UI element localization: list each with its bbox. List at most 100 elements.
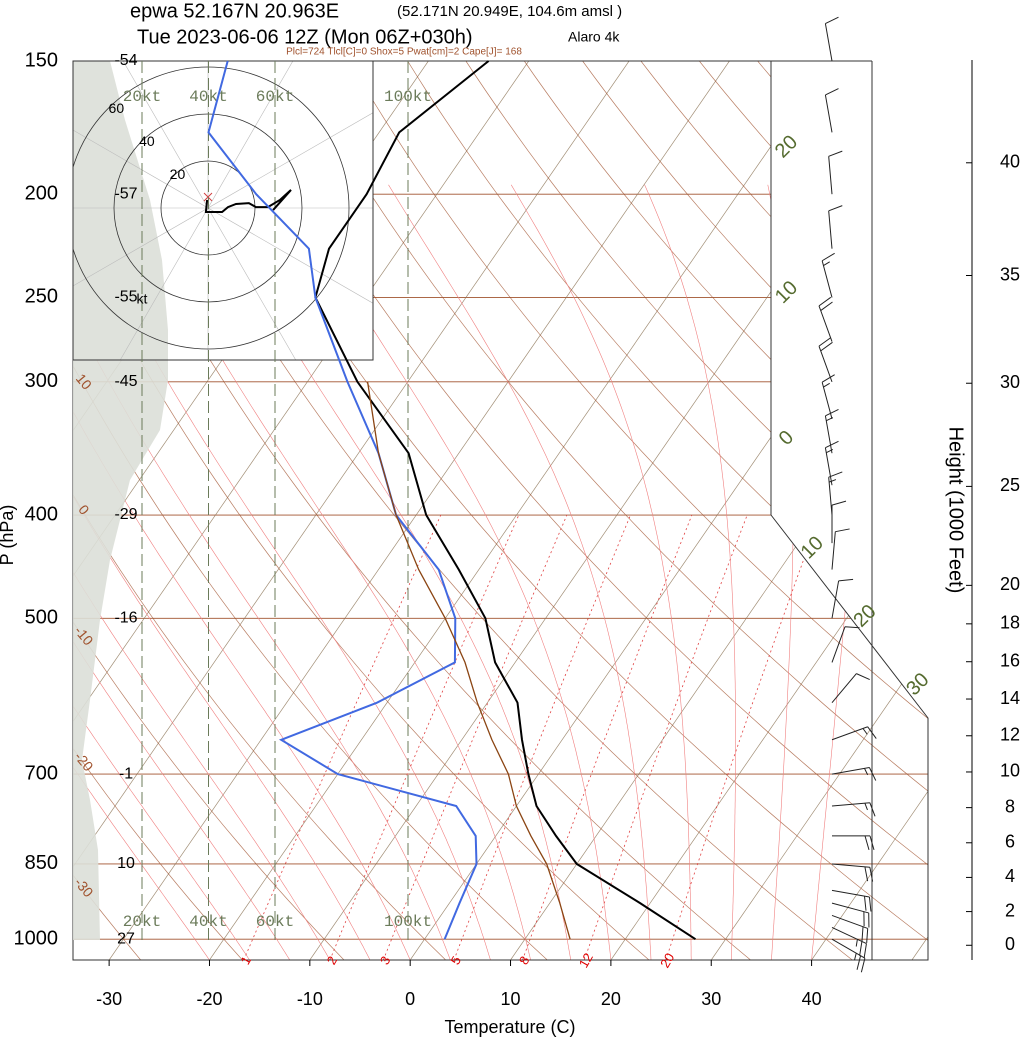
isotherm-label: 0: [775, 426, 798, 449]
dry-adiabat: [73, 61, 345, 960]
height-tick-label: 40: [1000, 152, 1020, 172]
dry-adiabat: [524, 61, 928, 960]
moist-adiabat: [284, 184, 612, 960]
wind-barb: [818, 296, 833, 342]
isotherm: [73, 61, 630, 960]
mixing-ratio-label: 8: [516, 953, 533, 967]
hodograph-frame: [72, 60, 374, 361]
hodograph-trace: [204, 189, 292, 213]
mixing-ratio-label: 3: [377, 953, 394, 967]
isotherm-label: 30: [902, 669, 933, 700]
wind-barb: [831, 802, 876, 817]
wind-barb: [832, 835, 875, 851]
mixing-ratio-line: [522, 514, 693, 960]
wind-scale-label: 100kt: [384, 88, 432, 106]
y-tick-label: 150: [25, 49, 58, 71]
wind-barb: [831, 766, 877, 781]
moist-adiabat: [388, 184, 652, 960]
level-temperature-label: -16: [114, 610, 137, 627]
height-tick-label: 16: [1000, 650, 1020, 670]
isotherm-label: 10: [797, 532, 828, 563]
mixing-ratio-label: 5: [447, 953, 464, 967]
chart-subtitle: Tue 2023-06-06 12Z (Mon 06Z+030h): [137, 26, 473, 48]
height-tick-label: 18: [1000, 613, 1020, 633]
y-axis-label: P (hPa): [0, 505, 17, 566]
hodograph-ring-label: 60: [109, 100, 125, 116]
mixing-ratio-line: [329, 514, 520, 960]
y-tick-label: 200: [25, 182, 58, 204]
wind-barb: [831, 528, 850, 570]
y-tick-label: 700: [25, 762, 58, 784]
height-tick-label: 8: [1005, 796, 1015, 816]
wind-scale-label: 40kt: [189, 913, 227, 931]
level-temperature-label: -54: [114, 52, 137, 69]
moist-adiabat: [811, 184, 869, 960]
y-tick-label: 850: [25, 852, 58, 874]
moist-adiabat: [126, 184, 531, 960]
wind-barb: [818, 337, 833, 383]
wind-barb: [831, 578, 854, 619]
wind-barb: [831, 938, 866, 973]
wind-scale-label: 20kt: [123, 913, 161, 931]
x-tick-label: -20: [196, 989, 222, 1009]
moist-adiabat: [73, 184, 331, 960]
height-tick-label: 25: [1000, 475, 1020, 495]
wind-scale-label: 60kt: [256, 913, 294, 931]
wind-barb: [831, 902, 870, 928]
moist-adiabat: [198, 184, 571, 960]
plot-frame: [72, 60, 929, 961]
wind-barb: [831, 889, 872, 912]
y-tick-label: 1000: [14, 927, 59, 949]
x-axis-label: Temperature (C): [444, 1017, 575, 1037]
wind-barb: [831, 914, 869, 943]
height-tick-label: 6: [1005, 832, 1015, 852]
moist-adiabat: [73, 184, 210, 960]
moist-adiabat: [73, 184, 491, 960]
wind-barb: [824, 16, 839, 62]
location-note: (52.171N 20.949E, 104.6m amsl ): [397, 3, 622, 20]
x-tick-label: -30: [96, 989, 122, 1009]
isotherm-label: 20: [771, 131, 802, 162]
wind-barb: [824, 408, 839, 454]
sounding-line: [366, 381, 571, 940]
sounding-line: [314, 60, 697, 941]
indices: Plcl=724 Tlcl[C]=0 Shox=5 Pwat[cm]=2 Cap…: [286, 47, 522, 58]
y-tick-label: 300: [25, 370, 58, 392]
shaded-region: [73, 61, 168, 940]
dry-adiabat: [407, 61, 928, 960]
mixing-ratio-line: [583, 514, 748, 960]
level-temperature-label: 10: [117, 855, 135, 872]
mixing-ratio-line: [453, 514, 631, 960]
hodograph-unit: kt: [137, 291, 148, 307]
height-tick-label: 0: [1005, 934, 1015, 954]
wind-barb: [821, 374, 835, 420]
overlays: [72, 60, 929, 961]
wind-barb: [824, 88, 839, 133]
dry-adiabat: [815, 61, 928, 960]
hodograph-ring-label: 20: [170, 166, 186, 182]
wind-barb: [831, 726, 877, 741]
dry-adiabat: [73, 61, 243, 960]
x-tick-label: 20: [601, 989, 621, 1009]
mixing-ratio-label: 1: [238, 953, 255, 967]
dry-adiabat: [582, 61, 928, 960]
wind-barb: [831, 500, 847, 544]
height-tick-label: 2: [1005, 900, 1015, 920]
dry-adiabat: [348, 61, 928, 960]
height-tick-label: 14: [1000, 688, 1020, 708]
dry-adiabat: [699, 61, 928, 960]
level-temperature-label: -57: [114, 185, 137, 202]
level-temperature-label: -29: [114, 506, 137, 523]
wind-barb: [831, 863, 874, 882]
model-name: Alaro 4k: [568, 29, 620, 45]
isotherm: [108, 61, 730, 960]
height-tick-label: 20: [1000, 574, 1020, 594]
wind-barb: [831, 626, 860, 663]
sounding-line: [207, 60, 478, 940]
height-tick-label: 30: [1000, 372, 1020, 392]
x-tick-label: -10: [297, 989, 323, 1009]
height-tick-label: 10: [1000, 761, 1020, 781]
x-tick-label: 30: [701, 989, 721, 1009]
moist-adiabat: [510, 184, 692, 960]
